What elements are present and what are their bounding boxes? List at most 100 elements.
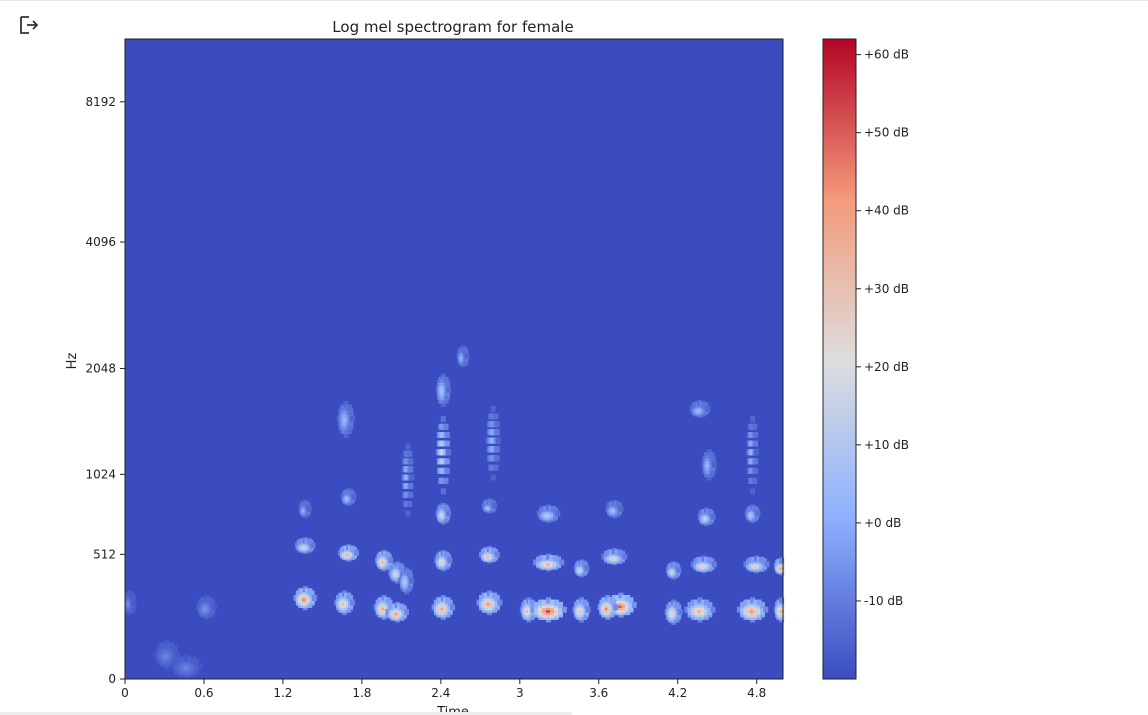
plot-area [124,38,785,680]
spectrogram-cell [440,373,446,380]
spectrogram-cell [493,413,499,420]
spectrogram-cell [710,513,716,520]
spectrogram-cell [606,549,612,556]
spectrogram-cell [539,555,545,561]
spectrogram-cell [408,466,414,473]
spectrogram-cell [348,408,354,415]
output-arrow-icon[interactable] [18,14,40,36]
spectrogram-cell [486,590,492,597]
spectrogram-cell [760,601,765,608]
spectrogram-cell [343,432,349,438]
spectrogram-cell [351,494,357,500]
spectrogram-cell [753,432,759,438]
spectrogram-cell [175,651,180,658]
spectrogram-cell [750,416,756,422]
spectrogram-cell [676,567,682,574]
spectrogram-cell [443,423,449,430]
spectrogram-cell [484,592,490,599]
spectrogram-cell [494,595,500,601]
spectrogram-cell [536,556,542,563]
x-tick-label: 1.8 [352,686,371,700]
y-tick-label: 2048 [85,361,116,375]
spectrogram-cell [706,474,712,481]
colorbar-tick-label: +10 dB [864,438,909,452]
spectrogram-cell [690,599,696,606]
spectrogram-cell [490,474,496,481]
spectrogram-cell [407,450,413,457]
x-tick-label: 0.6 [194,686,213,700]
spectrogram-cell [752,423,758,430]
spectrogram-cell [209,599,215,606]
spectrogram-cell [556,556,561,563]
spectrogram-cell [343,401,349,407]
spectrogram-cell [753,599,759,606]
spectrogram-cell [743,561,749,568]
chart-title: Log mel spectrogram for female [332,18,573,36]
y-tick-label: 4096 [85,235,116,249]
colorbar: +60 dB +50 dB +40 dB +30 dB +20 dB +10 dB +0 d… [822,38,909,680]
spectrogram-cell [709,471,715,478]
spectrogram-cell [753,440,759,447]
spectrogram-cell [440,401,446,407]
spectrogram-cell [584,565,590,572]
x-axis: 0 0.6 1.2 1.8 2.4 3 3.6 4.2 4.8 [121,679,766,700]
spectrogram-cell [444,380,450,387]
spectrogram-cell [746,599,752,606]
spectrogram-cell [494,446,500,453]
spectrogram-cell [171,663,177,670]
spectrogram-cell [631,601,637,608]
spectrogram-cell [177,656,183,663]
colorbar-tick-label: +30 dB [864,282,909,296]
spectrogram-cell [554,599,559,606]
x-tick-label: 3.6 [589,686,608,700]
spectrogram-cell [533,559,538,566]
spectrogram-cell [750,488,756,495]
spectrogram-cell [444,467,450,474]
spectrogram-cell [538,599,544,606]
horizontal-scrollbar[interactable] [0,712,572,715]
spectrogram-cell [779,557,785,564]
spectrogram-cell [705,405,711,412]
spectrogram-cell [354,549,359,556]
spectrogram-cell [190,656,196,663]
spectrogram-cell [388,557,394,564]
spectrogram-cell [622,553,628,560]
spectrogram-cell [693,558,699,565]
spectrogram-cell [701,555,707,562]
spectrogram-cell [552,555,558,561]
spectrogram-cell [542,555,548,561]
spectrogram-cell [444,383,450,390]
spectrogram-cell [710,467,716,474]
spectrogram-cell [446,449,452,456]
spectrogram-cell [601,553,607,560]
spectrogram-cell [559,559,565,566]
spectrogram-cell [443,397,449,404]
spectrogram-cell [707,601,713,608]
spectrogram-cell [753,458,759,465]
spectrogram-cell [490,405,496,412]
spectrogram-cell [444,390,450,397]
spectrogram-cell [156,645,162,652]
spectrogram-cell [753,467,759,474]
spectrogram-cell [613,604,619,611]
spectrogram-cell [756,556,762,563]
y-tick-label: 8192 [85,95,116,109]
spectrogram-cell [748,556,754,563]
spectrogram-cell [698,556,704,563]
spectrogram-cell [444,440,450,447]
spectrogram-cell [211,604,217,611]
spectrogram-cell [558,601,563,608]
spectrogram-cell [305,502,311,509]
spectrogram-cell [174,658,180,665]
spectrogram-cell [584,601,589,608]
spectrogram-cell [711,561,717,568]
x-tick-label: 1.2 [273,686,292,700]
spectrogram-cell [387,599,393,606]
spectrogram-cell [404,609,409,616]
spectrogram-cell [443,477,449,484]
spectrogram-cell [444,506,450,513]
spectrogram-cell [447,557,453,564]
spectrogram-cell [348,412,354,419]
spectrogram-cell [618,506,624,512]
spectrogram-cell [447,599,453,606]
